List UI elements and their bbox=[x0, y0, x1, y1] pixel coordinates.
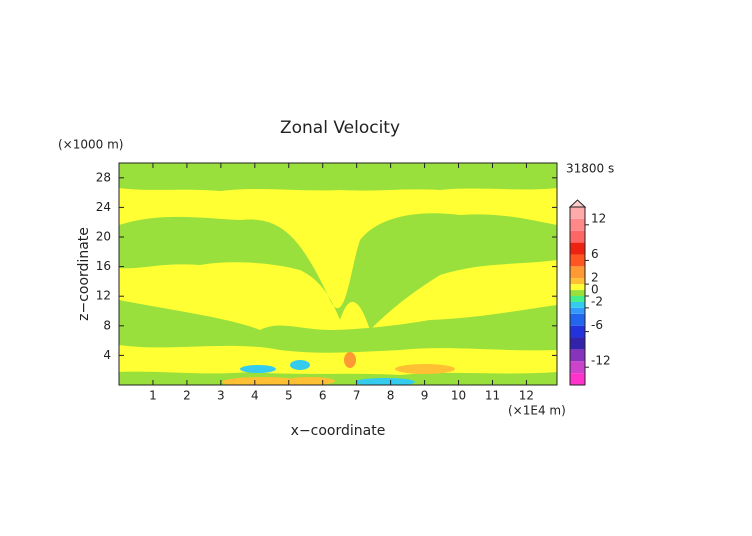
colorbar-segment bbox=[570, 325, 585, 338]
x-tick-label: 4 bbox=[251, 389, 259, 403]
colorbar-segment bbox=[570, 296, 585, 302]
colorbar-tick-label: 0 bbox=[591, 283, 599, 297]
y-tick-label: 16 bbox=[96, 259, 111, 273]
x-tick-label: 9 bbox=[421, 389, 429, 403]
colorbar-segment bbox=[570, 254, 585, 267]
y-tick-label: 4 bbox=[103, 348, 111, 362]
colorbar-segment bbox=[570, 284, 585, 291]
colorbar-arrow bbox=[568, 199, 587, 208]
colorbar-segment bbox=[570, 266, 585, 279]
colorbar-tick-label: -6 bbox=[591, 318, 603, 332]
y-tick-label: 20 bbox=[96, 230, 111, 244]
colorbar-segment bbox=[570, 301, 585, 308]
y-tick-label: 28 bbox=[96, 170, 111, 184]
x-tick-label: 10 bbox=[451, 389, 466, 403]
colorbar-segment bbox=[570, 242, 585, 255]
x-tick-label: 2 bbox=[183, 389, 191, 403]
time-label: 31800 s bbox=[566, 162, 614, 176]
colorbar-tick-label: -12 bbox=[591, 354, 611, 368]
colorbar-segment bbox=[570, 313, 585, 326]
y-unit: (×1000 m) bbox=[58, 138, 123, 152]
colorbar-segment bbox=[570, 361, 585, 374]
colorbar-segment bbox=[570, 349, 585, 362]
y-axis-label: z−coordinate bbox=[76, 227, 92, 321]
colorbar-segment bbox=[570, 290, 585, 296]
colorbar-tick-label: 12 bbox=[591, 211, 606, 225]
x-tick-label: 3 bbox=[217, 389, 225, 403]
x-tick-label: 12 bbox=[519, 389, 534, 403]
colorbar-tick-label: 2 bbox=[591, 271, 599, 285]
plot-frame bbox=[118, 162, 558, 386]
x-tick-label: 8 bbox=[387, 389, 395, 403]
colorbar-segment bbox=[570, 278, 585, 285]
x-tick-label: 11 bbox=[485, 389, 500, 403]
x-unit: (×1E4 m) bbox=[508, 404, 566, 418]
y-tick-label: 24 bbox=[96, 200, 111, 214]
colorbar-segment bbox=[570, 218, 585, 231]
x-tick-label: 7 bbox=[353, 389, 361, 403]
x-axis-label: x−coordinate bbox=[291, 423, 386, 439]
colorbar-tick-label: 6 bbox=[591, 247, 599, 261]
x-tick-label: 1 bbox=[149, 389, 157, 403]
colorbar-segment bbox=[570, 373, 585, 385]
colorbar-tick-label: -2 bbox=[591, 294, 603, 308]
colorbar-segment bbox=[570, 207, 585, 219]
field bbox=[119, 163, 557, 385]
x-tick-label: 5 bbox=[285, 389, 293, 403]
colorbar-segment bbox=[570, 337, 585, 350]
y-tick-label: 8 bbox=[103, 318, 111, 332]
x-tick-label: 6 bbox=[319, 389, 327, 403]
chart-title: Zonal Velocity bbox=[280, 118, 400, 138]
colorbar-segment bbox=[570, 307, 585, 314]
y-tick-label: 12 bbox=[96, 289, 111, 303]
colorbar-segment bbox=[570, 230, 585, 243]
